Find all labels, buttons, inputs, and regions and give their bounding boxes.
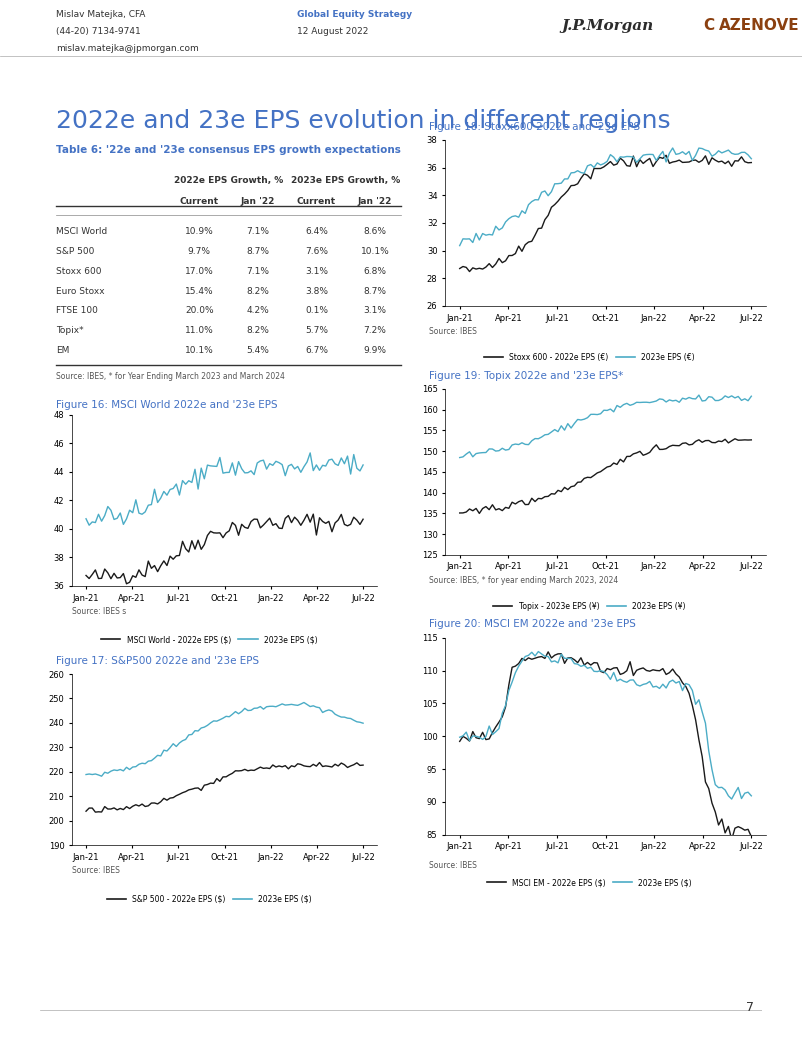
- Text: Figure 20: MSCI EM 2022e and '23e EPS: Figure 20: MSCI EM 2022e and '23e EPS: [429, 619, 636, 629]
- Legend: Stoxx 600 - 2022e EPS (€), 2023e EPS (€): Stoxx 600 - 2022e EPS (€), 2023e EPS (€): [481, 351, 698, 365]
- Text: Topix*: Topix*: [56, 327, 83, 335]
- Text: 6.7%: 6.7%: [305, 346, 328, 355]
- Text: S&P 500: S&P 500: [56, 247, 95, 256]
- Text: 9.9%: 9.9%: [363, 346, 387, 355]
- Text: EM: EM: [56, 346, 70, 355]
- Text: 3.8%: 3.8%: [305, 286, 328, 296]
- Text: 8.2%: 8.2%: [246, 327, 269, 335]
- Text: AZENOVE: AZENOVE: [719, 19, 800, 33]
- Text: J.P.Morgan: J.P.Morgan: [561, 19, 654, 33]
- Text: Figure 16: MSCI World 2022e and '23e EPS: Figure 16: MSCI World 2022e and '23e EPS: [56, 399, 277, 410]
- Text: 10.1%: 10.1%: [361, 247, 390, 256]
- Text: mislav.matejka@jpmorgan.com: mislav.matejka@jpmorgan.com: [56, 45, 199, 54]
- Text: 4.2%: 4.2%: [246, 306, 269, 315]
- Text: Source: IBES s: Source: IBES s: [72, 607, 127, 616]
- Text: 8.6%: 8.6%: [363, 227, 387, 236]
- Legend: S&P 500 - 2022e EPS ($), 2023e EPS ($): S&P 500 - 2022e EPS ($), 2023e EPS ($): [103, 891, 315, 906]
- Text: 5.4%: 5.4%: [246, 346, 269, 355]
- Text: 8.2%: 8.2%: [246, 286, 269, 296]
- Text: 7.1%: 7.1%: [246, 227, 269, 236]
- Text: Source: IBES, * for Year Ending March 2023 and March 2024: Source: IBES, * for Year Ending March 20…: [56, 371, 285, 381]
- Text: 5.7%: 5.7%: [305, 327, 328, 335]
- Text: 12 August 2022: 12 August 2022: [297, 27, 368, 36]
- Text: 6.4%: 6.4%: [305, 227, 328, 236]
- Text: 15.4%: 15.4%: [185, 286, 213, 296]
- Text: FTSE 100: FTSE 100: [56, 306, 98, 315]
- Text: 10.1%: 10.1%: [185, 346, 213, 355]
- Text: 17.0%: 17.0%: [185, 267, 213, 276]
- Text: Stoxx 600: Stoxx 600: [56, 267, 102, 276]
- Text: 20.0%: 20.0%: [185, 306, 213, 315]
- Text: Jan '22: Jan '22: [358, 197, 392, 205]
- Legend: MSCI World - 2022e EPS ($), 2023e EPS ($): MSCI World - 2022e EPS ($), 2023e EPS ($…: [99, 632, 320, 647]
- Text: MSCI World: MSCI World: [56, 227, 107, 236]
- Text: Source: IBES: Source: IBES: [429, 327, 477, 336]
- Legend: MSCI EM - 2022e EPS ($), 2023e EPS ($): MSCI EM - 2022e EPS ($), 2023e EPS ($): [484, 875, 695, 890]
- Text: Current: Current: [180, 197, 219, 205]
- Text: Source: IBES: Source: IBES: [72, 866, 120, 875]
- Text: 8.7%: 8.7%: [246, 247, 269, 256]
- Text: Source: IBES, * for year ending March 2023, 2024: Source: IBES, * for year ending March 20…: [429, 576, 618, 585]
- Text: C: C: [703, 19, 715, 33]
- Text: Current: Current: [297, 197, 336, 205]
- Text: Source: IBES: Source: IBES: [429, 861, 477, 870]
- Text: 7.1%: 7.1%: [246, 267, 269, 276]
- Text: 7.6%: 7.6%: [305, 247, 328, 256]
- Text: Table 6: '22e and '23e consensus EPS growth expectations: Table 6: '22e and '23e consensus EPS gro…: [56, 145, 401, 156]
- Text: 2022e and 23e EPS evolution in different regions: 2022e and 23e EPS evolution in different…: [56, 109, 670, 133]
- Text: 9.7%: 9.7%: [188, 247, 211, 256]
- Text: Mislav Matejka, CFA: Mislav Matejka, CFA: [56, 10, 145, 20]
- Text: Figure 18: Stoxx600 2022e and '23e EPS: Figure 18: Stoxx600 2022e and '23e EPS: [429, 121, 640, 132]
- Text: Figure 19: Topix 2022e and '23e EPS*: Figure 19: Topix 2022e and '23e EPS*: [429, 370, 623, 381]
- Text: 2023e EPS Growth, %: 2023e EPS Growth, %: [291, 175, 400, 185]
- Text: 10.9%: 10.9%: [185, 227, 213, 236]
- Text: Euro Stoxx: Euro Stoxx: [56, 286, 105, 296]
- Text: 3.1%: 3.1%: [305, 267, 328, 276]
- Text: (44-20) 7134-9741: (44-20) 7134-9741: [56, 27, 141, 36]
- Text: 11.0%: 11.0%: [185, 327, 213, 335]
- Text: 2022e EPS Growth, %: 2022e EPS Growth, %: [174, 175, 283, 185]
- Text: 8.7%: 8.7%: [363, 286, 387, 296]
- Text: 6.8%: 6.8%: [363, 267, 387, 276]
- Legend: Topix - 2023e EPS (¥), 2023e EPS (¥): Topix - 2023e EPS (¥), 2023e EPS (¥): [490, 599, 689, 614]
- Text: Figure 17: S&P500 2022e and '23e EPS: Figure 17: S&P500 2022e and '23e EPS: [56, 655, 259, 666]
- Text: Jan '22: Jan '22: [241, 197, 275, 205]
- Text: 0.1%: 0.1%: [305, 306, 328, 315]
- Text: 7.2%: 7.2%: [363, 327, 387, 335]
- Text: 7: 7: [746, 1001, 754, 1014]
- Text: Global Equity Strategy: Global Equity Strategy: [297, 10, 412, 20]
- Text: 3.1%: 3.1%: [363, 306, 387, 315]
